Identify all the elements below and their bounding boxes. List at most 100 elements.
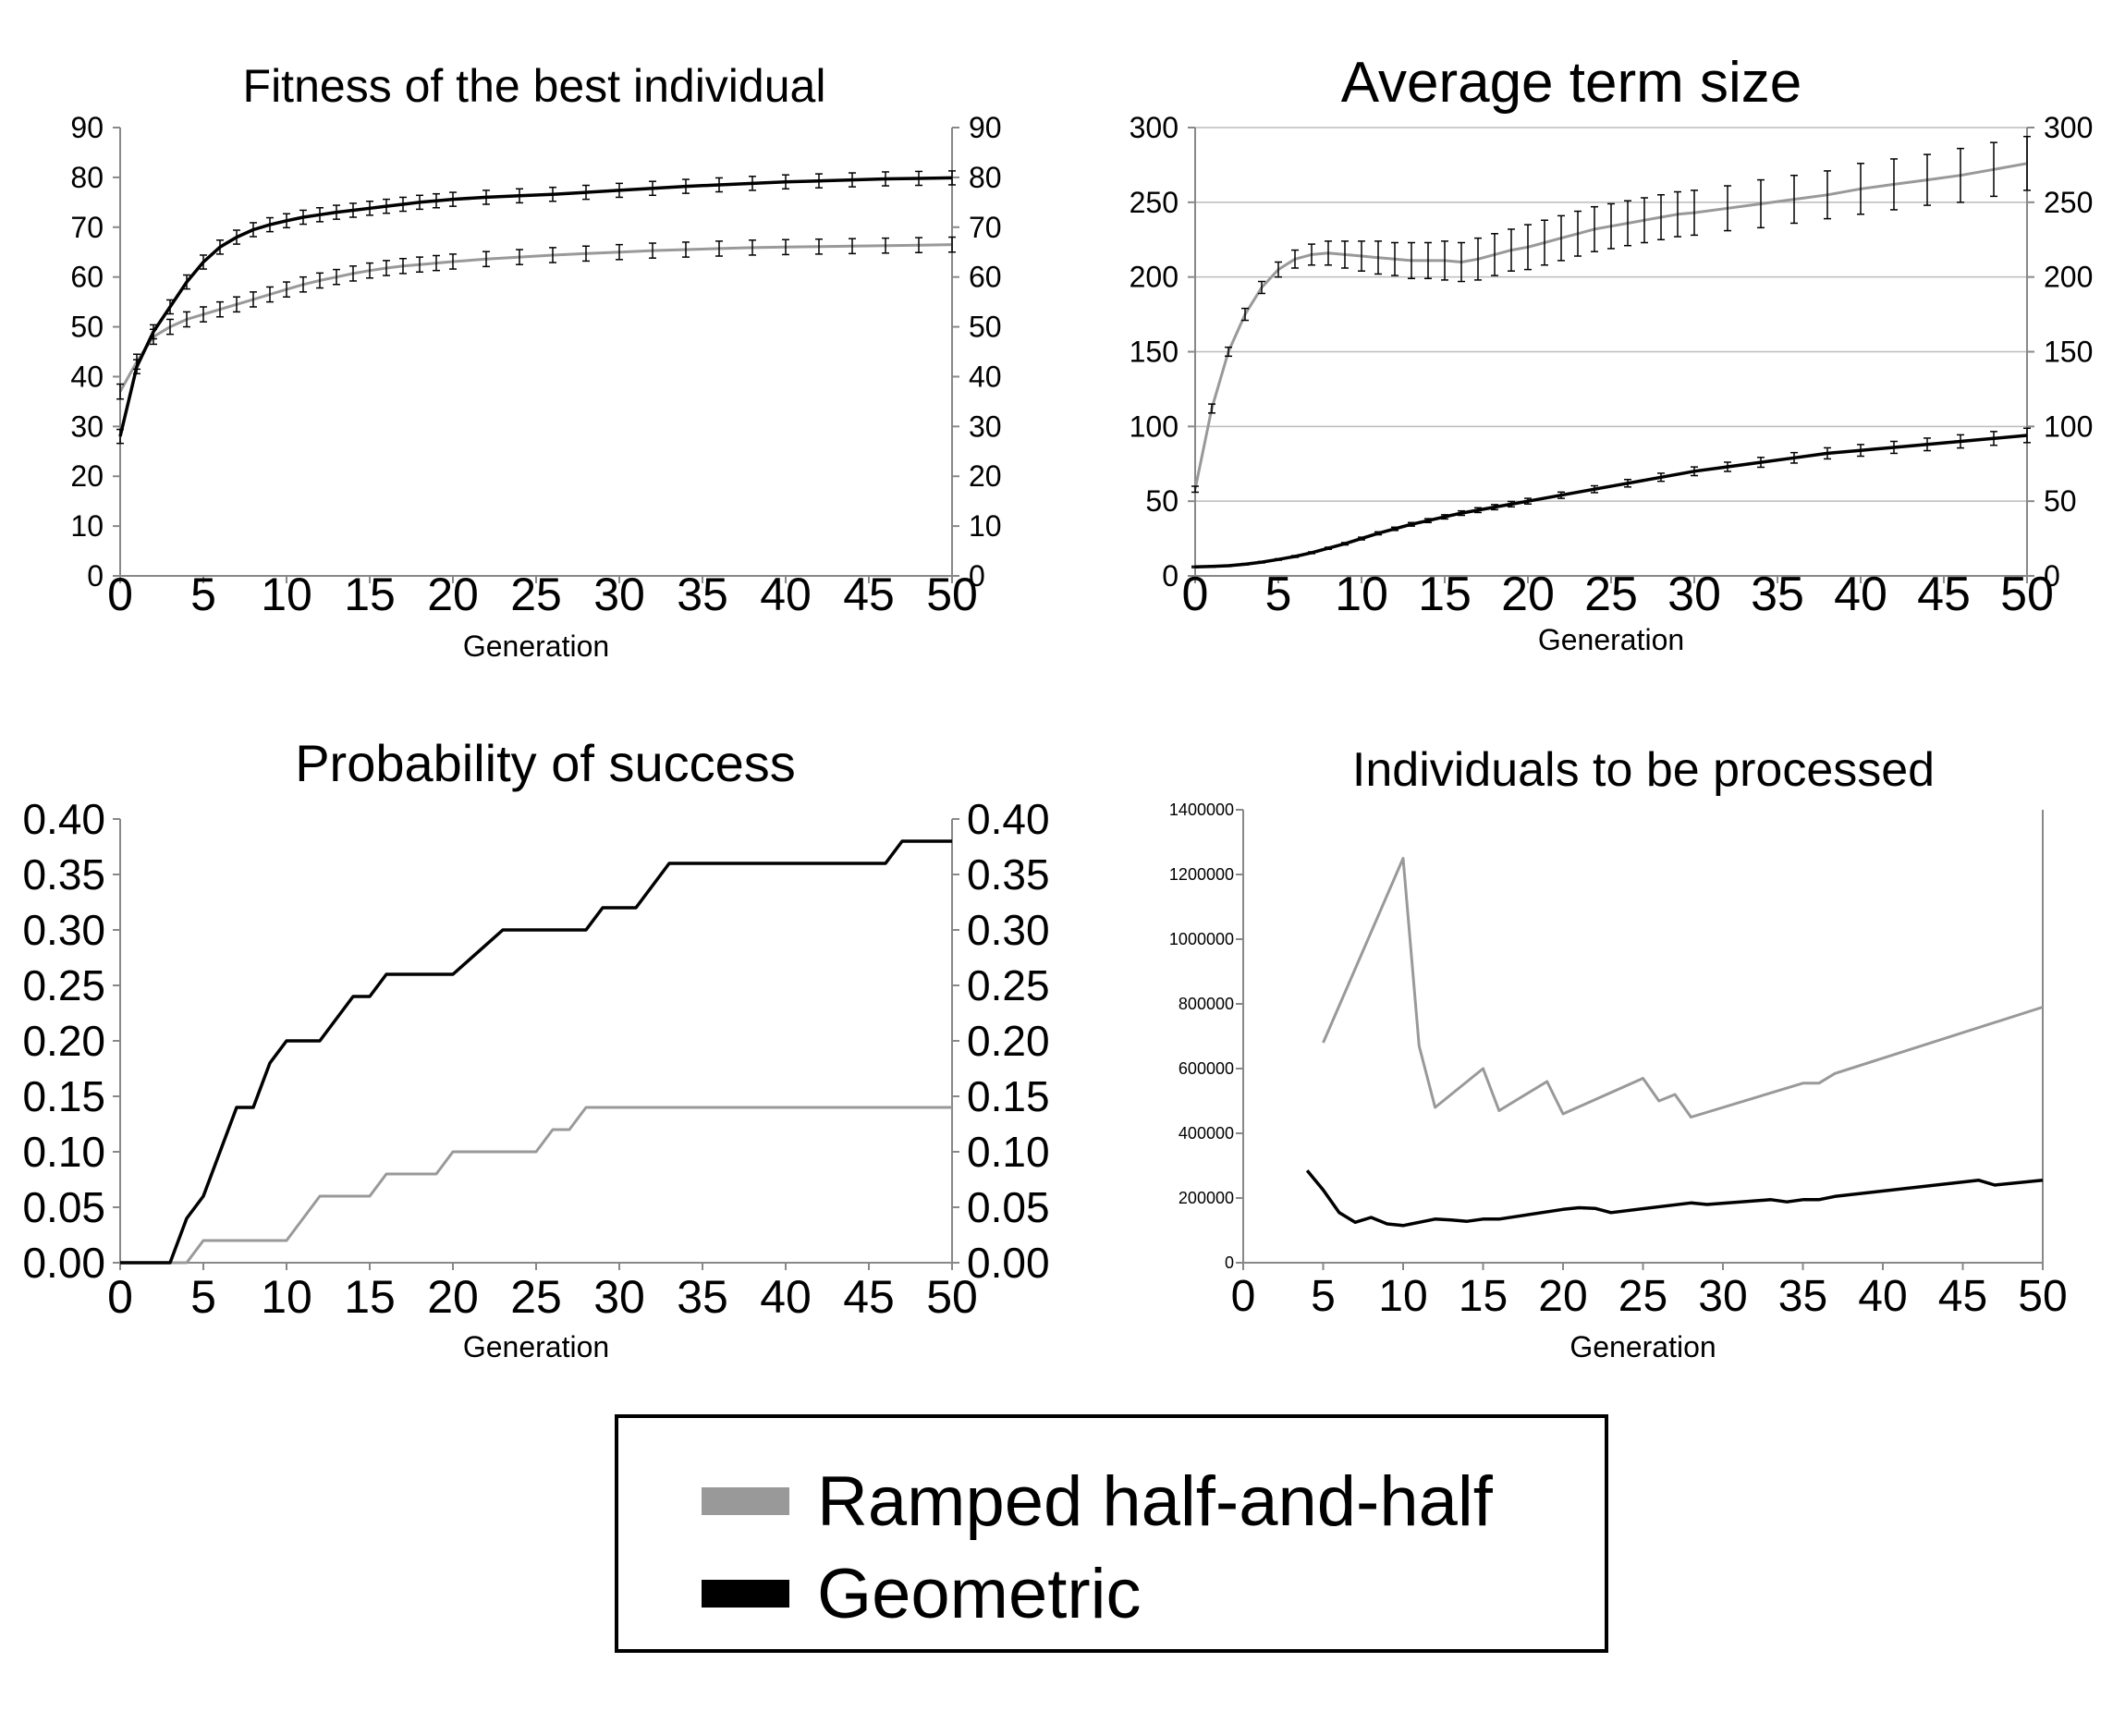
y-tick-label: 300: [1130, 111, 1179, 144]
y-tick-label: 800000: [1179, 995, 1234, 1013]
y-tick-label: 0.35: [22, 850, 105, 899]
y-tick-label: 1200000: [1169, 865, 1234, 884]
y-tick-label-right: 50: [969, 311, 1002, 344]
y-tick-label-right: 20: [969, 459, 1002, 493]
y-tick-label: 50: [1145, 484, 1179, 518]
x-tick-label: 15: [1418, 568, 1472, 621]
x-tick-label: 30: [1698, 1272, 1747, 1321]
y-tick-label: 0.25: [22, 961, 105, 1009]
y-tick-label: 0: [1225, 1253, 1234, 1272]
x-tick-label: 35: [677, 568, 728, 620]
x-tick-label: 40: [1834, 568, 1887, 621]
x-tick-label: 50: [2000, 568, 2054, 621]
chart-success: Probability of success 0.00 0.00 0.05 0.05 0.…: [22, 734, 1049, 1363]
y-tick-label-right: 0.40: [967, 795, 1050, 843]
x-tick-label: 20: [427, 1271, 479, 1323]
y-tick-label: 70: [70, 211, 104, 244]
x-tick-label: 40: [760, 1271, 812, 1323]
y-tick-label: 10: [70, 509, 104, 543]
y-tick-label-right: 30: [969, 410, 1002, 443]
y-tick-label: 0.00: [22, 1239, 105, 1287]
x-tick-label: 35: [1751, 568, 1804, 621]
y-tick-label-right: 250: [2044, 186, 2093, 219]
x-axis-label: Generation: [1569, 1330, 1716, 1363]
x-tick-label: 0: [1231, 1272, 1256, 1321]
y-tick-label: 250: [1130, 186, 1179, 219]
y-tick-label: 0: [87, 559, 104, 593]
y-tick-label-right: 0.05: [967, 1183, 1050, 1231]
legend-swatch-ramped: [702, 1487, 789, 1515]
y-tick-label: 0.20: [22, 1017, 105, 1065]
y-tick-label: 60: [70, 261, 104, 294]
x-tick-label: 40: [1858, 1272, 1907, 1321]
series-line-geometric: [1305, 1169, 2044, 1228]
x-tick-label: 5: [190, 568, 216, 620]
y-tick-label: 600000: [1179, 1059, 1234, 1078]
x-axis-label: Generation: [463, 1330, 609, 1363]
x-tick-label: 45: [843, 1271, 895, 1323]
chart-title: Average term size: [1341, 51, 1802, 115]
x-tick-label: 10: [1335, 568, 1388, 621]
x-tick-label: 15: [1459, 1272, 1508, 1321]
y-tick-label-right: 90: [969, 111, 1002, 144]
legend-item-geometric: Geometric: [702, 1547, 1142, 1640]
y-tick-label-right: 0.00: [967, 1239, 1050, 1287]
x-tick-label: 10: [261, 568, 312, 620]
x-tick-label: 25: [1618, 1272, 1667, 1321]
x-tick-label: 5: [1265, 568, 1292, 621]
chart-title: Fitness of the best individual: [243, 60, 826, 112]
x-tick-label: 15: [344, 1271, 396, 1323]
x-tick-label: 45: [843, 568, 895, 620]
chart-title: Individuals to be processed: [1352, 743, 1935, 797]
x-tick-label: 30: [593, 568, 645, 620]
series-line-ramped: [1322, 857, 2044, 1119]
series-line-geometric: [120, 839, 952, 1265]
y-tick-label: 1400000: [1169, 801, 1234, 819]
y-tick-label: 100: [1130, 410, 1179, 443]
y-tick-label: 200: [1130, 261, 1179, 294]
x-tick-label: 10: [261, 1271, 312, 1323]
y-tick-label: 1000000: [1169, 930, 1234, 948]
y-tick-label-right: 70: [969, 211, 1002, 244]
x-tick-label: 30: [1667, 568, 1721, 621]
chart-title: Probability of success: [295, 734, 796, 792]
x-tick-label: 0: [1182, 568, 1209, 621]
y-tick-label: 0.10: [22, 1128, 105, 1176]
y-tick-label: 0.05: [22, 1183, 105, 1231]
y-tick-label: 0: [1162, 559, 1179, 593]
x-tick-label: 30: [593, 1271, 645, 1323]
x-tick-label: 35: [1778, 1272, 1827, 1321]
y-tick-label-right: 0.30: [967, 906, 1050, 954]
x-tick-label: 25: [1584, 568, 1638, 621]
y-tick-label-right: 80: [969, 161, 1002, 194]
y-tick-label: 80: [70, 161, 104, 194]
y-tick-label-right: 40: [969, 360, 1002, 393]
y-tick-label: 0.15: [22, 1072, 105, 1120]
y-tick-label: 400000: [1179, 1124, 1234, 1143]
legend-label-geometric: Geometric: [817, 1554, 1142, 1633]
y-tick-label-right: 0.25: [967, 961, 1050, 1009]
x-tick-label: 5: [1311, 1272, 1336, 1321]
x-tick-label: 25: [510, 1271, 562, 1323]
y-tick-label-right: 0.35: [967, 850, 1050, 899]
x-tick-label: 5: [190, 1271, 216, 1323]
y-tick-label: 200000: [1179, 1189, 1234, 1207]
y-tick-label-right: 200: [2044, 261, 2093, 294]
y-tick-label-right: 10: [969, 509, 1002, 543]
x-axis-label: Generation: [463, 630, 609, 663]
x-axis-label: Generation: [1538, 623, 1684, 656]
y-tick-label-right: 150: [2044, 336, 2093, 369]
series-line-ramped: [120, 1106, 952, 1265]
legend-label-ramped: Ramped half-and-half: [817, 1461, 1493, 1541]
x-tick-label: 25: [510, 568, 562, 620]
x-tick-label: 20: [1538, 1272, 1587, 1321]
x-tick-label: 0: [107, 1271, 133, 1323]
y-tick-label: 90: [70, 111, 104, 144]
x-tick-label: 40: [760, 568, 812, 620]
series-line-ramped: [118, 243, 953, 393]
x-tick-label: 45: [1917, 568, 1971, 621]
x-tick-label: 50: [926, 568, 978, 620]
